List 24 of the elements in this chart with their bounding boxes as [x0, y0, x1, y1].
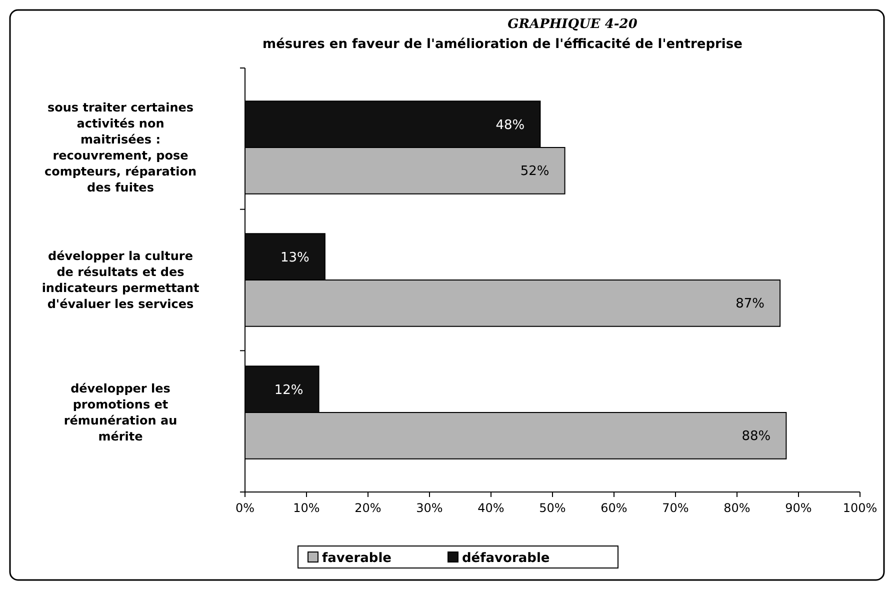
- x-tick-label: 40%: [478, 501, 504, 515]
- y-tick-label: sous traiter certaines activités non maitrisées : recouvrement, pose compteurs, réparation des fuites: [44, 100, 197, 194]
- legend-label: faverable: [322, 551, 392, 566]
- chart-subtitle: mésures en faveur de l'amélioration de l'éfficacité de l'entreprise: [262, 37, 743, 52]
- x-tick-label: 70%: [662, 501, 689, 515]
- x-tick-label: 100%: [842, 501, 878, 515]
- x-tick-label: 0%: [235, 501, 255, 515]
- x-tick-label: 90%: [785, 501, 812, 515]
- x-tick-label: 80%: [724, 501, 750, 515]
- data-label: 48%: [496, 118, 525, 133]
- x-tick-label: 10%: [293, 501, 320, 515]
- x-tick-label: 50%: [539, 501, 566, 515]
- x-tick-label: 30%: [416, 501, 443, 515]
- data-label: 13%: [280, 250, 310, 266]
- data-label: 52%: [520, 164, 550, 180]
- data-label: 88%: [742, 429, 771, 444]
- y-tick-label: développer les promotions et rémunération au mérite: [64, 382, 178, 444]
- x-tick-label: 60%: [600, 501, 628, 515]
- legend-label: défavorable: [462, 551, 550, 566]
- data-label: 12%: [274, 382, 304, 398]
- data-label: 87%: [736, 296, 765, 312]
- chart-title: GRAPHIQUE 4-20: [508, 17, 638, 32]
- x-tick-label: 20%: [354, 501, 382, 515]
- y-tick-label: développer la culture de résultats et des indicateurs permettant d'évaluer les services: [42, 249, 200, 311]
